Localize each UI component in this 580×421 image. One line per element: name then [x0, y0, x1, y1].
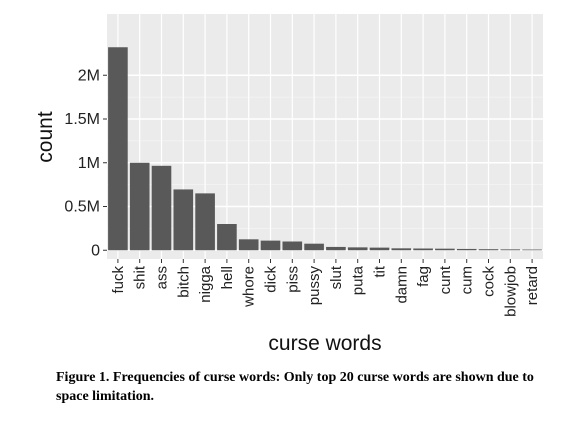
- bar-fuck: [108, 47, 128, 251]
- y-tick-label: 1M: [78, 155, 100, 172]
- bar-nigga: [195, 193, 215, 251]
- bars: [108, 47, 542, 251]
- x-tick-label-blowjob: blowjob: [502, 266, 519, 317]
- x-tick-label-ass: ass: [154, 266, 171, 289]
- x-tick-label-dick: dick: [263, 266, 280, 293]
- bar-slut: [326, 246, 346, 251]
- bar-tit: [369, 247, 390, 251]
- x-tick-label-nigga: nigga: [197, 265, 214, 302]
- bar-retard: [522, 249, 542, 251]
- x-axis-title: curse words: [268, 332, 381, 355]
- bar-fag: [413, 248, 433, 251]
- bar-cum: [456, 248, 477, 251]
- x-tick-label-puta: puta: [350, 265, 367, 295]
- bar-shit: [129, 162, 150, 251]
- x-tick-label-slut: slut: [328, 265, 345, 289]
- bar-puta: [347, 247, 368, 251]
- y-tick-label: 0: [91, 242, 100, 259]
- bar-blowjob: [500, 249, 521, 251]
- x-tick-label-whore: whore: [241, 266, 258, 308]
- x-tick-label-cock: cock: [481, 266, 498, 297]
- x-tick-label-fag: fag: [415, 266, 432, 287]
- x-tick-label-pussy: pussy: [306, 266, 323, 306]
- y-axis-ticks: 0 0.5M 1M 1.5M 2M: [64, 67, 107, 259]
- bar-whore: [238, 239, 259, 251]
- x-tick-label-tit: tit: [372, 265, 389, 278]
- bar-hell: [217, 224, 237, 251]
- y-tick-label: 1.5M: [64, 111, 100, 128]
- figure-caption: Figure 1. Frequencies of curse words: On…: [56, 370, 534, 404]
- x-axis-ticks: fuck shit ass bitch nigga hell whore dick piss pu…: [110, 259, 541, 317]
- x-tick-label-damn: damn: [393, 266, 410, 304]
- y-axis-title: count: [34, 111, 57, 163]
- x-tick-label-shit: shit: [132, 265, 149, 289]
- x-tick-label-retard: retard: [524, 266, 541, 305]
- x-tick-label-cunt: cunt: [437, 265, 454, 294]
- bar-cock: [478, 249, 499, 251]
- x-tick-label-piss: piss: [284, 266, 301, 293]
- bar-cunt: [435, 248, 455, 251]
- x-tick-label-cum: cum: [459, 266, 476, 294]
- bar-chart: 0 0.5M 1M 1.5M 2M fuck shit ass bitch nigga hell w…: [34, 14, 543, 355]
- bar-piss: [282, 241, 303, 251]
- bar-ass: [151, 165, 172, 251]
- bar-pussy: [304, 243, 324, 251]
- plot-panel: [107, 14, 543, 259]
- x-tick-label-hell: hell: [219, 266, 236, 289]
- y-tick-label: 0.5M: [64, 199, 100, 216]
- bar-bitch: [173, 189, 194, 251]
- x-tick-label-bitch: bitch: [175, 266, 192, 298]
- bar-dick: [260, 240, 281, 251]
- x-tick-label-fuck: fuck: [110, 266, 127, 294]
- y-tick-label: 2M: [78, 67, 100, 84]
- bar-damn: [391, 248, 412, 251]
